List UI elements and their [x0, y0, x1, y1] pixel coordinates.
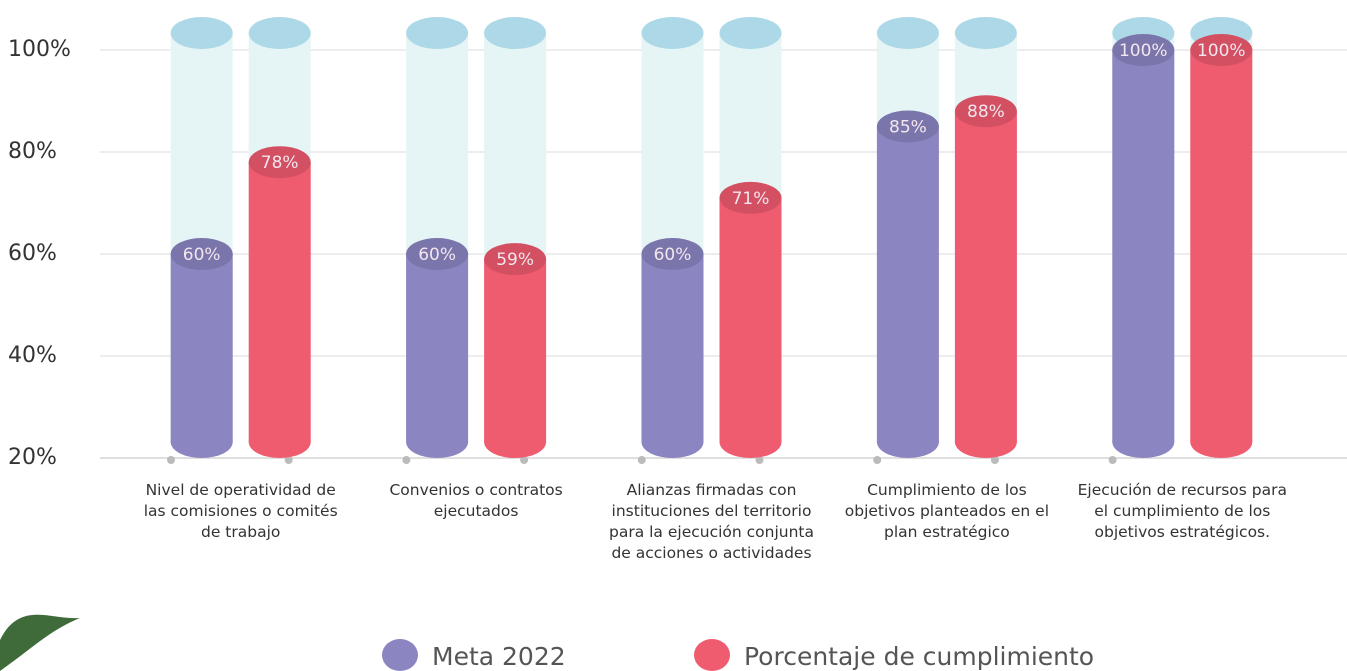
bar-top [170, 238, 233, 270]
bar [1112, 50, 1175, 442]
legend-label: Meta 2022 [432, 642, 566, 671]
value-label: 59% [496, 250, 534, 270]
bar-top [406, 238, 469, 270]
x-tick-label: Cumplimiento de los objetivos planteados… [844, 481, 1050, 541]
bar [1190, 50, 1253, 442]
value-label: 88% [967, 102, 1005, 122]
bar [954, 111, 1017, 442]
value-label: 60% [418, 245, 456, 265]
track-top [406, 17, 469, 49]
axis-dot [1108, 456, 1117, 464]
value-label: 100% [1119, 41, 1168, 61]
bar [719, 197, 782, 442]
bar-top [954, 95, 1017, 128]
bar-top [641, 238, 704, 270]
axis-dot [402, 456, 411, 464]
track-top [876, 17, 939, 49]
axis-dot [990, 456, 999, 464]
bar [641, 254, 704, 442]
y-tick-label: 80% [8, 139, 57, 164]
axis-dot [637, 456, 646, 464]
track-top [248, 17, 311, 49]
bar [484, 259, 547, 442]
bar [248, 162, 311, 442]
bar-top [1190, 34, 1253, 66]
bar-top [719, 181, 782, 214]
legend-label: Porcentaje de cumplimiento [744, 642, 1094, 671]
value-label: 60% [654, 245, 692, 265]
leaf-decoration [0, 614, 80, 671]
axis-dot [755, 456, 764, 464]
axis-dot [873, 456, 882, 464]
track-top [170, 17, 233, 49]
y-tick-label: 40% [8, 343, 57, 368]
value-label: 60% [183, 245, 221, 265]
axis-dot [520, 456, 529, 464]
bar-top [248, 146, 311, 179]
bar-top [1112, 34, 1175, 66]
value-label: 71% [732, 189, 770, 209]
bar [876, 126, 939, 442]
y-tick-label: 60% [8, 241, 57, 266]
track-top [641, 17, 704, 49]
value-label: 78% [261, 153, 299, 173]
x-tick-label: Nivel de operatividad de las comisiones … [143, 481, 338, 541]
x-tick-label: Ejecución de recursos para el cumplimien… [1077, 481, 1287, 541]
y-tick-label: 20% [8, 445, 57, 470]
track-top [954, 17, 1017, 49]
bar-top [876, 110, 939, 143]
axis-dot [284, 456, 293, 464]
value-label: 100% [1197, 41, 1246, 61]
bar [170, 254, 233, 442]
axis-dot [167, 456, 175, 464]
y-tick-label: 100% [8, 37, 71, 62]
bar-top [484, 243, 547, 276]
track-top [719, 17, 782, 49]
value-label: 85% [889, 118, 927, 138]
legend-swatch [694, 639, 730, 671]
x-tick-label: Convenios o contratos ejecutados [389, 481, 563, 520]
x-tick-label: Alianzas firmadas con instituciones del … [608, 481, 814, 562]
bar [406, 254, 469, 442]
legend-swatch [382, 639, 418, 671]
track-top [484, 17, 547, 49]
